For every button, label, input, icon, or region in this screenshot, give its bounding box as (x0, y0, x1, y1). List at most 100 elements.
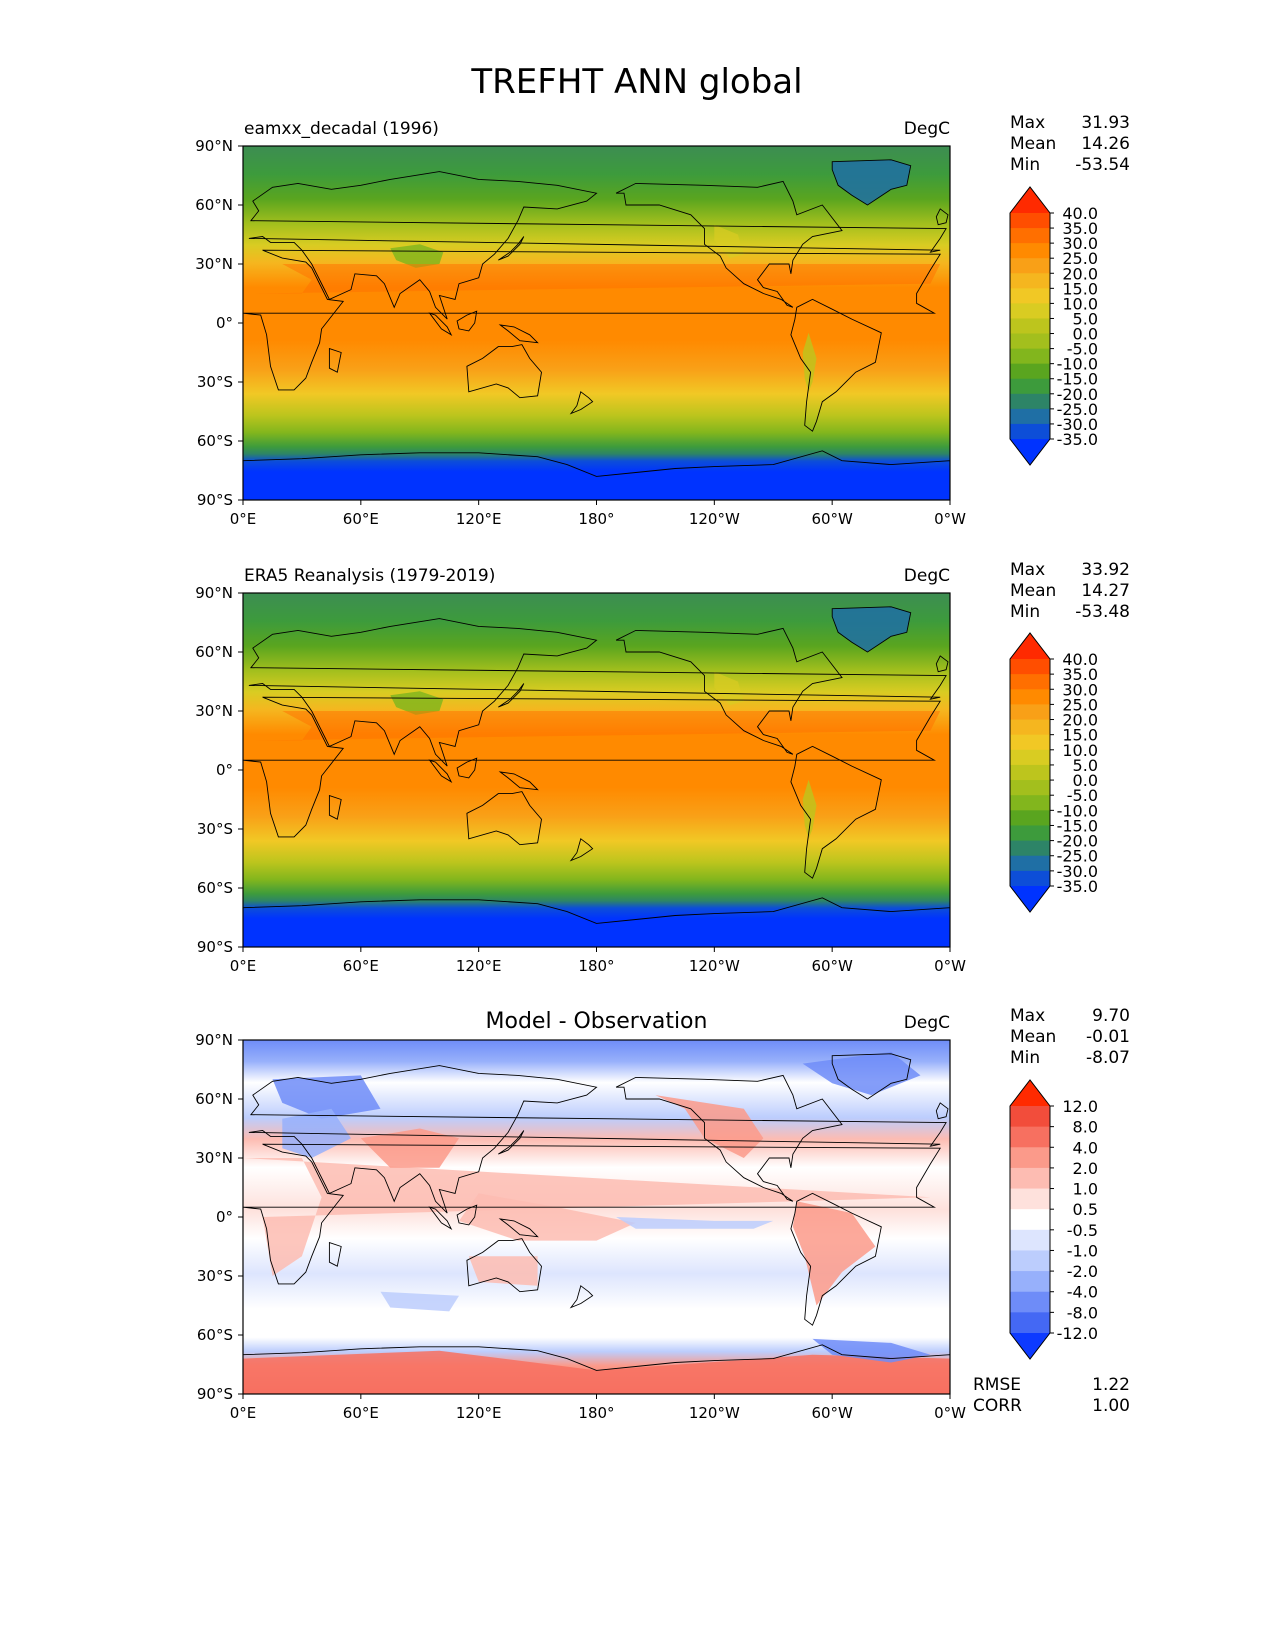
coastline-greenland (831, 159, 912, 206)
y-tick-label: 0° (216, 761, 233, 779)
colorbar-segment (1010, 1106, 1050, 1128)
y-tick-label: 0° (216, 314, 233, 332)
colorbar: 12.0 8.04.0 2.0 1.00.5 -0.5-1.0 -2.0 -4.0-8.0 -… (1009, 1079, 1098, 1360)
map-field (243, 1040, 950, 1394)
colorbar-segment (1010, 228, 1050, 244)
colorbar-segment (1010, 243, 1050, 259)
y-tick-label: 30°S (197, 1267, 233, 1285)
y-tick-label: 30°N (195, 255, 233, 273)
colorbar-segment (1010, 1271, 1050, 1293)
colorbar-segment (1010, 258, 1050, 274)
coastline-africa (243, 1143, 942, 1285)
coastline-madagascar (328, 347, 342, 373)
y-tick-label: 0° (216, 1208, 233, 1226)
colorbar-label: -5.0 (1067, 340, 1098, 359)
stat-value-rmse: 1.22 (1092, 1375, 1130, 1395)
stat-value-min: -53.48 (1075, 602, 1130, 622)
y-tick-label: 90°S (197, 1385, 233, 1403)
stat-label-max: Max (1010, 1006, 1045, 1026)
colorbar-label: 4.0 (1073, 1138, 1098, 1157)
antarctica-warm-anomaly (243, 1350, 950, 1394)
stat-value-min: -53.54 (1075, 155, 1130, 175)
y-tick-label: 90°N (195, 1031, 233, 1049)
colorbar-label: 10.0 (1062, 294, 1098, 313)
colorbar-segment (1010, 318, 1050, 335)
australia-warm-anomaly (468, 1256, 538, 1286)
colorbar: 40.035.030.025.020.015.010.05.00.0-5.0-1… (1009, 632, 1098, 913)
panel-title: Model - Observation (486, 1009, 708, 1034)
coastline-nz (569, 838, 594, 862)
coastline-australia (466, 344, 542, 399)
colorbar-segment (1010, 734, 1050, 751)
x-tick-label: 60°W (811, 510, 853, 528)
colorbar-label: 35.0 (1062, 219, 1098, 238)
colorbar-label: 5.0 (1073, 309, 1098, 328)
colorbar-label: 15.0 (1062, 726, 1098, 745)
colorbar-segment (1010, 1312, 1050, 1334)
coastline-nz (569, 1285, 594, 1309)
coastline-sumatra (428, 759, 453, 783)
tibet-cold-patch (390, 691, 444, 715)
coastline-newguinea (498, 771, 539, 791)
coastline-newguinea (498, 1218, 539, 1238)
x-tick-label: 120°E (456, 1404, 502, 1422)
stat-label-mean: Mean (1010, 1027, 1056, 1047)
coastline-sumatra (428, 1206, 453, 1230)
colorbar-label: 30.0 (1062, 680, 1098, 699)
panels: 0°E 60°E 120°E 180° 120°W 60°W 0°W 90°N 60°N 30°N… (195, 113, 1130, 1422)
colorbar-segment (1010, 378, 1050, 395)
colorbar-segment (1010, 795, 1050, 811)
coastline-australia (466, 791, 542, 846)
map-panel-1: 0°E 60°E 120°E 180° 120°W 60°W 0°W 90°N 60°N 30°N… (195, 113, 1130, 528)
africa-warm-anomaly (243, 1158, 931, 1276)
x-tick-label: 60°E (343, 1404, 379, 1422)
colorbar-segment (1010, 1147, 1050, 1169)
stat-value-mean: 14.26 (1081, 134, 1130, 154)
y-tick-label: 60°N (195, 196, 233, 214)
colorbar-label: 25.0 (1062, 249, 1098, 268)
y-tick-label: 60°N (195, 1090, 233, 1108)
tibet-cold-patch (390, 244, 444, 268)
colorbar-segment (1010, 363, 1050, 380)
colorbar-segment (1010, 825, 1050, 842)
stat-label-mean: Mean (1010, 134, 1056, 154)
colorbar-label: 5.0 (1073, 756, 1098, 775)
andes-cold-patch (802, 779, 817, 839)
x-tick-label: 0°E (230, 1404, 257, 1422)
weddell-cold-anomaly (812, 1338, 931, 1363)
asia-warm-anomaly (360, 1128, 459, 1168)
stat-label-max: Max (1010, 560, 1045, 580)
coastline-borneo (456, 757, 478, 779)
coastline-eurasia (248, 1065, 947, 1214)
coastline-borneo (456, 1204, 478, 1226)
coastline-africa (243, 249, 942, 391)
colorbar-label: -15.0 (1057, 370, 1098, 389)
colorbar-segment (1010, 1188, 1050, 1210)
stat-label-corr: CORR (973, 1396, 1022, 1416)
colorbar-segment (1010, 408, 1050, 425)
colorbar-label: 15.0 (1062, 279, 1098, 298)
colorbar-label: -30.0 (1057, 415, 1098, 434)
x-tick-label: 120°E (456, 510, 502, 528)
map-panel-2: 0°E 60°E 120°E 180° 120°W 60°W 0°W 90°N 60°N 30°N… (195, 560, 1130, 975)
stat-label-rmse: RMSE (973, 1375, 1021, 1395)
map-field (243, 146, 950, 500)
coastline-namerica (615, 180, 843, 308)
coastline-namerica (615, 627, 843, 755)
colorbar-label: -35.0 (1057, 877, 1098, 896)
coastline-antarctica (243, 897, 950, 947)
colorbar-segment (1010, 213, 1050, 229)
east-pacific-cold-anomaly (616, 1217, 774, 1229)
colorbar-label: 25.0 (1062, 695, 1098, 714)
colorbar-segment (1010, 749, 1050, 766)
y-tick-label: 30°S (197, 373, 233, 391)
stat-label-min: Min (1010, 602, 1040, 622)
stat-label-min: Min (1010, 1048, 1040, 1068)
coastline-uk (935, 208, 949, 226)
colorbar-label: -2.0 (1067, 1262, 1098, 1281)
colorbar-label: -10.0 (1057, 355, 1098, 374)
colorbar-segment (1010, 273, 1050, 289)
colorbar-label: -5.0 (1067, 786, 1098, 805)
coastline-madagascar (328, 794, 342, 820)
